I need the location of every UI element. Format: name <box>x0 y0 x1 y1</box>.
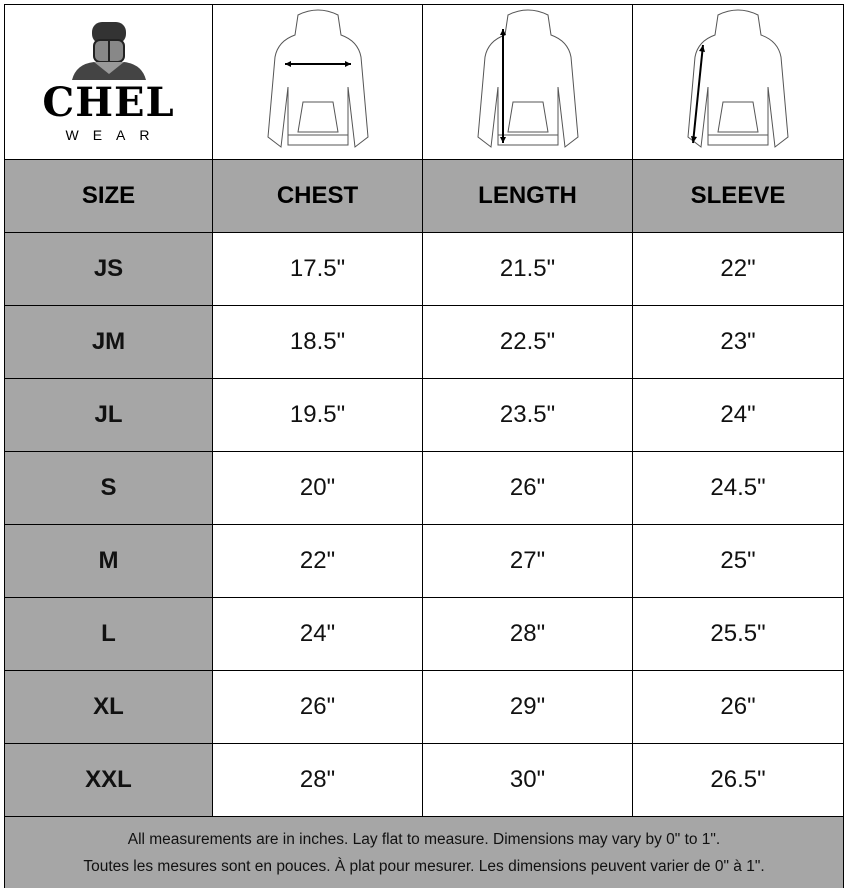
table-row: L 24" 28" 25.5" <box>4 597 844 671</box>
length-cell: 30" <box>422 743 633 817</box>
sleeve-cell: 23" <box>632 305 844 379</box>
table-row: M 22" 27" 25" <box>4 524 844 598</box>
chest-cell: 20" <box>212 451 423 525</box>
sleeve-cell: 26.5" <box>632 743 844 817</box>
size-cell: JS <box>4 232 213 306</box>
size-chart: CHEL WEAR SIZE CHEST LENGTH SLEEVE JS 17.… <box>4 4 844 888</box>
length-illustration <box>422 4 633 160</box>
table-row: XL 26" 29" 26" <box>4 670 844 744</box>
size-cell: M <box>4 524 213 598</box>
sleeve-cell: 25.5" <box>632 597 844 671</box>
length-cell: 23.5" <box>422 378 633 452</box>
footer-en: All measurements are in inches. Lay flat… <box>127 830 721 848</box>
sleeve-cell: 25" <box>632 524 844 598</box>
size-cell: XXL <box>4 743 213 817</box>
header-sleeve: SLEEVE <box>632 159 844 233</box>
sleeve-cell: 22" <box>632 232 844 306</box>
length-cell: 21.5" <box>422 232 633 306</box>
header-size: SIZE <box>4 159 213 233</box>
size-cell: JM <box>4 305 213 379</box>
hoodie-length-icon <box>476 9 579 148</box>
table-row: JS 17.5" 21.5" 22" <box>4 232 844 306</box>
length-cell: 26" <box>422 451 633 525</box>
chest-cell: 18.5" <box>212 305 423 379</box>
sleeve-cell: 24.5" <box>632 451 844 525</box>
table-row: JM 18.5" 22.5" 23" <box>4 305 844 379</box>
brand-sub: WEAR <box>65 127 164 143</box>
sleeve-cell: 26" <box>632 670 844 744</box>
chest-cell: 22" <box>212 524 423 598</box>
size-cell: JL <box>4 378 213 452</box>
sleeve-cell: 24" <box>632 378 844 452</box>
length-cell: 29" <box>422 670 633 744</box>
hoodie-sleeve-icon <box>687 9 789 148</box>
chest-cell: 17.5" <box>212 232 423 306</box>
size-cell: S <box>4 451 213 525</box>
footer-note: All measurements are in inches. Lay flat… <box>4 816 844 888</box>
size-cell: XL <box>4 670 213 744</box>
brand-logo: CHEL WEAR <box>4 4 213 160</box>
table-row: S 20" 26" 24.5" <box>4 451 844 525</box>
footer-fr: Toutes les mesures sont en pouces. À pla… <box>83 857 765 875</box>
size-cell: L <box>4 597 213 671</box>
hockey-player-icon <box>71 22 146 80</box>
header-chest: CHEST <box>212 159 423 233</box>
table-row: JL 19.5" 23.5" 24" <box>4 378 844 452</box>
chest-illustration <box>212 4 423 160</box>
sleeve-illustration <box>632 4 844 160</box>
hoodie-chest-icon <box>266 9 369 148</box>
chest-cell: 26" <box>212 670 423 744</box>
table-row: XXL 28" 30" 26.5" <box>4 743 844 817</box>
length-cell: 28" <box>422 597 633 671</box>
length-cell: 27" <box>422 524 633 598</box>
chest-cell: 24" <box>212 597 423 671</box>
chest-cell: 28" <box>212 743 423 817</box>
brand-name: CHEL <box>42 79 175 126</box>
length-cell: 22.5" <box>422 305 633 379</box>
header-length: LENGTH <box>422 159 633 233</box>
chest-cell: 19.5" <box>212 378 423 452</box>
